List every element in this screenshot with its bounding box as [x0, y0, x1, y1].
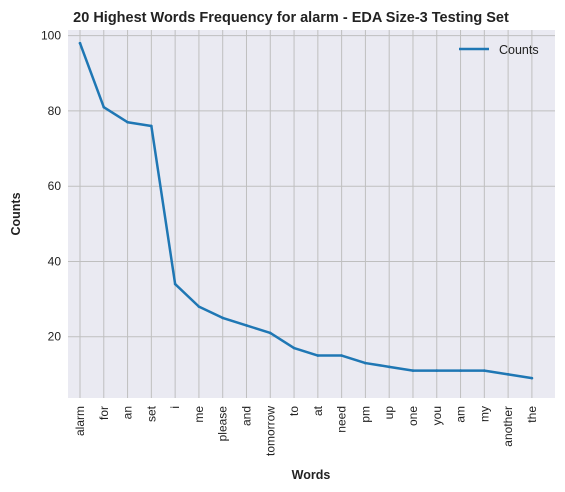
data-point	[78, 41, 82, 45]
data-point	[150, 124, 153, 128]
x-tick-label: am	[454, 406, 468, 423]
y-tick-label: 40	[48, 254, 62, 268]
data-point	[173, 282, 177, 286]
data-point	[435, 369, 439, 372]
x-tick-label: up	[382, 406, 396, 420]
x-tick-label: you	[430, 406, 444, 425]
x-tick-label: another	[501, 406, 515, 447]
data-point	[245, 324, 248, 327]
x-tick-label: i	[168, 406, 182, 409]
data-point	[530, 376, 534, 380]
plot-area	[68, 30, 555, 398]
x-axis-label: Words	[292, 468, 331, 482]
data-point	[387, 365, 391, 369]
data-point	[506, 373, 510, 376]
data-point	[268, 331, 272, 335]
data-point	[316, 354, 320, 357]
data-point	[292, 346, 296, 350]
series-line-counts	[78, 41, 534, 380]
x-tick-label: for	[97, 406, 111, 420]
grid-lines	[68, 30, 555, 398]
legend-label-counts: Counts	[499, 43, 539, 57]
x-tick-label: to	[287, 406, 301, 416]
x-tick-label: at	[311, 405, 325, 416]
series-layer	[78, 41, 534, 380]
x-tick-label: pm	[358, 406, 372, 423]
x-tick-label: need	[335, 406, 349, 433]
data-point	[411, 369, 415, 372]
x-tick-label: tomorrow	[263, 406, 277, 456]
data-point	[197, 305, 201, 308]
x-tick-label: an	[121, 406, 135, 419]
data-point	[459, 369, 462, 372]
x-tick-label: alarm	[73, 406, 87, 436]
data-point	[126, 120, 129, 124]
x-axis-ticks: alarm for an set i me please and tomorrow to at nee…	[73, 405, 539, 456]
legend: Counts	[459, 43, 539, 57]
y-tick-label: 20	[48, 330, 62, 344]
data-point	[102, 105, 106, 109]
data-point	[364, 361, 367, 365]
y-tick-label: 60	[48, 179, 62, 193]
x-tick-label: set	[144, 405, 158, 422]
x-tick-label: my	[477, 406, 491, 422]
x-tick-label: and	[239, 406, 253, 426]
x-tick-label: please	[216, 406, 230, 442]
x-tick-label: the	[525, 406, 539, 423]
data-point	[340, 354, 343, 357]
y-axis-ticks: 20 40 60 80 100	[41, 29, 61, 344]
y-axis-label: Counts	[9, 192, 23, 235]
data-point	[483, 369, 486, 372]
chart-title: 20 Highest Words Frequency for alarm - E…	[73, 10, 509, 26]
x-tick-label: me	[192, 406, 206, 423]
y-tick-label: 100	[41, 29, 61, 43]
x-tick-label: one	[406, 406, 420, 426]
data-point	[221, 316, 225, 320]
y-tick-label: 80	[48, 104, 62, 118]
